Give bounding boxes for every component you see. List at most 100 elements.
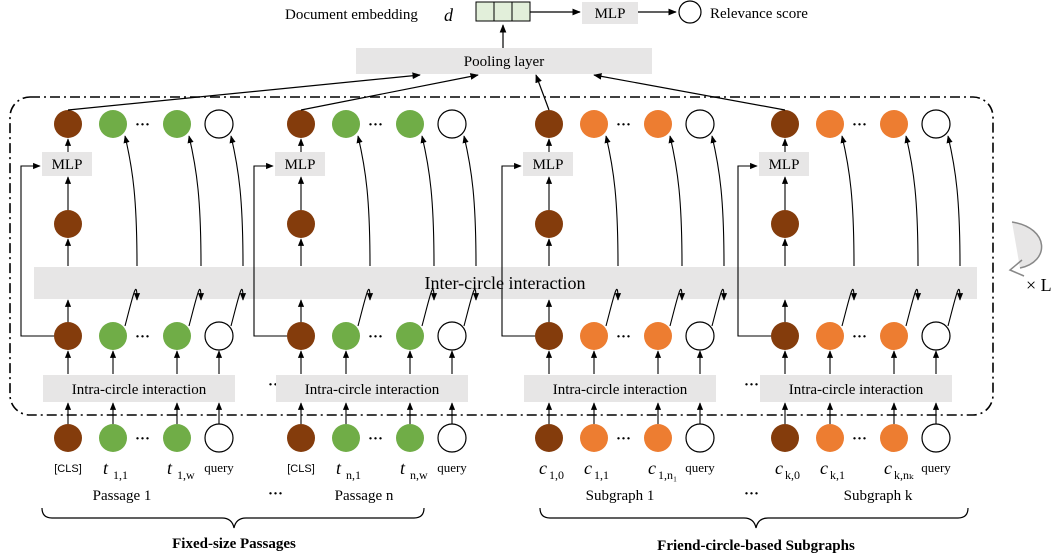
top-row-dots: ··· bbox=[368, 117, 383, 133]
repeat-loop-icon bbox=[1008, 221, 1043, 277]
token-label-1: c bbox=[775, 458, 783, 478]
token-label-cls: [CLS] bbox=[287, 463, 315, 475]
input-row-dots: ··· bbox=[135, 431, 150, 447]
token-label-3: c bbox=[648, 458, 656, 478]
curve-inter-to-top bbox=[946, 135, 961, 267]
lower-second-node bbox=[580, 322, 608, 350]
curve-lower-to-inter bbox=[605, 288, 622, 327]
group-caption: Subgraph 1 bbox=[586, 488, 655, 504]
curve-inter-to-top bbox=[668, 135, 683, 267]
top-third-node bbox=[396, 110, 424, 138]
curve-lower-to-inter bbox=[947, 288, 964, 327]
lower-row-dots: ··· bbox=[135, 329, 150, 345]
inter-circle-label: Inter-circle interaction bbox=[424, 273, 585, 293]
curve-inter-to-top bbox=[123, 135, 138, 267]
group-caption: Passage n bbox=[335, 488, 394, 504]
top-row-dots: ··· bbox=[616, 117, 631, 133]
intra-circle-label: Intra-circle interaction bbox=[72, 382, 207, 398]
token-subscript-2: 1,1 bbox=[113, 468, 128, 482]
group-2: Intra-circle interaction MLP ··· ··· ··· [CLS… bbox=[253, 109, 480, 504]
top-query-node bbox=[204, 109, 234, 139]
intra-circle-box bbox=[760, 375, 952, 402]
top-second-node bbox=[332, 110, 360, 138]
intra-circle-box bbox=[276, 375, 468, 402]
top-first-node bbox=[54, 110, 82, 138]
inter-circle-box bbox=[34, 267, 977, 299]
repeat-count-label: × L bbox=[1026, 275, 1052, 295]
group-caption: Subgraph k bbox=[844, 488, 913, 504]
token-subscript-3: k,nₖ bbox=[894, 468, 914, 482]
token-label-3: t bbox=[167, 458, 173, 478]
pooling-layer-label: Pooling layer bbox=[464, 54, 544, 70]
input-row-dots: ··· bbox=[368, 431, 383, 447]
group-dots-bottom-right: ··· bbox=[744, 486, 759, 502]
lower-first-node bbox=[771, 322, 799, 350]
pooling-layer-box bbox=[356, 48, 652, 74]
top-third-node bbox=[644, 110, 672, 138]
curve-inter-to-top bbox=[229, 135, 244, 267]
skip-connection-arrow bbox=[501, 162, 535, 337]
input-first-node bbox=[54, 424, 82, 452]
group-dots-top-right: ··· bbox=[744, 377, 759, 393]
skip-connection-arrow bbox=[20, 162, 54, 337]
token-label-3: t bbox=[400, 458, 406, 478]
top-second-node bbox=[816, 110, 844, 138]
mlp-label: MLP bbox=[285, 157, 316, 173]
top-query-node bbox=[685, 109, 715, 139]
mid-first-node bbox=[771, 210, 799, 238]
input-query-node bbox=[685, 423, 715, 453]
mid-first-node bbox=[54, 210, 82, 238]
input-second-node bbox=[332, 424, 360, 452]
curve-lower-to-inter bbox=[421, 288, 438, 327]
passages-brace bbox=[41, 507, 425, 529]
top-second-node bbox=[580, 110, 608, 138]
curve-inter-to-top bbox=[604, 135, 619, 267]
relevance-score-label: Relevance score bbox=[710, 6, 808, 22]
lower-query-node bbox=[685, 321, 715, 351]
intra-circle-label: Intra-circle interaction bbox=[789, 382, 924, 398]
intra-circle-label: Intra-circle interaction bbox=[553, 382, 688, 398]
curve-lower-to-inter bbox=[463, 288, 480, 327]
pool-arrow-1 bbox=[67, 72, 421, 111]
embedding-vector bbox=[475, 1, 531, 22]
input-first-node bbox=[771, 424, 799, 452]
token-subscript-3: 1,n₁ bbox=[658, 468, 677, 482]
input-third-node bbox=[644, 424, 672, 452]
token-subscript-1: 1,0 bbox=[549, 468, 564, 482]
pool-arrow-3 bbox=[535, 74, 550, 111]
lower-second-node bbox=[816, 322, 844, 350]
lower-first-node bbox=[287, 322, 315, 350]
top-first-node bbox=[287, 110, 315, 138]
group-4: Intra-circle interaction MLP ··· ··· ··· c k,0… bbox=[737, 109, 964, 504]
curve-lower-to-inter bbox=[357, 288, 374, 327]
intra-circle-box bbox=[524, 375, 716, 402]
pooling-arrows bbox=[67, 72, 786, 111]
lower-second-node bbox=[332, 322, 360, 350]
mlp-box bbox=[759, 152, 809, 176]
group-dots-bottom-left: ··· bbox=[268, 486, 283, 502]
document-embedding-label: Document embedding bbox=[285, 7, 418, 23]
lower-first-node bbox=[535, 322, 563, 350]
document-embedding-symbol: d bbox=[444, 5, 454, 25]
token-label-query: query bbox=[204, 460, 234, 475]
lower-third-node bbox=[396, 322, 424, 350]
top-first-node bbox=[535, 110, 563, 138]
curve-inter-to-top bbox=[420, 135, 435, 267]
token-label-2: t bbox=[336, 458, 342, 478]
token-subscript-1: k,0 bbox=[785, 468, 800, 482]
pool-arrow-4 bbox=[593, 73, 786, 111]
input-third-node bbox=[880, 424, 908, 452]
top-third-node bbox=[880, 110, 908, 138]
top-row-dots: ··· bbox=[852, 117, 867, 133]
token-subscript-3: n,w bbox=[410, 468, 428, 482]
skip-connection-arrow bbox=[253, 162, 287, 337]
input-third-node bbox=[163, 424, 191, 452]
top-mlp-label: MLP bbox=[595, 6, 626, 22]
input-second-node bbox=[99, 424, 127, 452]
top-mlp-box bbox=[582, 2, 638, 24]
mlp-label: MLP bbox=[769, 157, 800, 173]
input-query-node bbox=[204, 423, 234, 453]
curve-lower-to-inter bbox=[188, 288, 205, 327]
input-first-node bbox=[535, 424, 563, 452]
